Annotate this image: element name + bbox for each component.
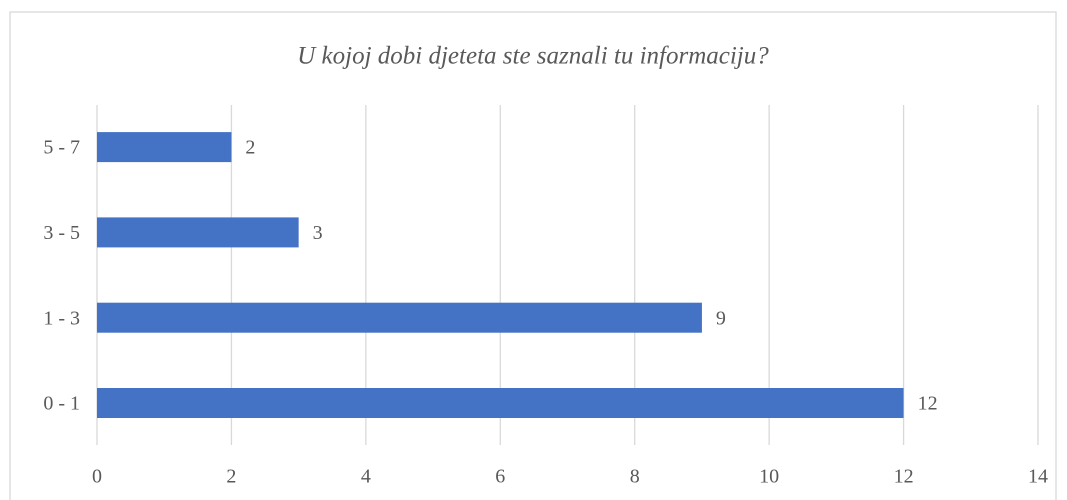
- y-tick-label: 3 - 5: [43, 222, 80, 244]
- x-tick-label: 10: [759, 466, 779, 488]
- x-tick-label: 8: [630, 466, 640, 488]
- y-tick-label: 0 - 1: [43, 393, 80, 415]
- x-tick-label: 2: [226, 466, 236, 488]
- x-tick-label: 0: [92, 466, 102, 488]
- bar: [97, 132, 232, 163]
- x-tick-label: 6: [495, 466, 505, 488]
- data-label: 2: [245, 137, 255, 159]
- x-tick-label: 14: [1028, 466, 1048, 488]
- y-tick-label: 1 - 3: [43, 307, 80, 329]
- bar: [97, 388, 904, 418]
- bar: [97, 302, 702, 333]
- chart-border: [9, 11, 1057, 500]
- x-tick-label: 12: [894, 466, 914, 488]
- data-label: 3: [313, 222, 323, 244]
- x-tick-label: 4: [361, 466, 371, 488]
- chart-title: U kojoj dobi djeteta ste saznali tu info…: [297, 43, 769, 70]
- data-label: 12: [918, 393, 938, 415]
- bar: [97, 217, 299, 248]
- y-tick-label: 5 - 7: [43, 137, 80, 159]
- data-label: 9: [716, 307, 726, 329]
